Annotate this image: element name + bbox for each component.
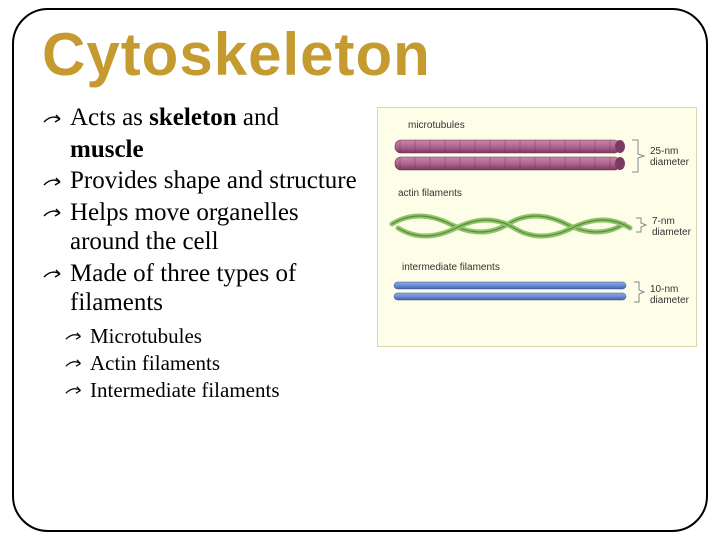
bracket-icon bbox=[634, 216, 650, 234]
bullet-swoosh-icon bbox=[64, 357, 86, 370]
slide-frame: Cytoskeleton Acts as skeleton and muscle… bbox=[12, 8, 708, 532]
bullet-swoosh-icon bbox=[42, 206, 66, 220]
sub-bullet-1: Microtubules bbox=[42, 324, 367, 349]
bullet-item-3: Helps move organelles around the cell bbox=[42, 198, 367, 257]
actin-illustration bbox=[388, 202, 636, 246]
sub-bullet-text: Microtubules bbox=[90, 324, 202, 348]
bullet-list: Acts as skeleton and muscle Provides sha… bbox=[42, 103, 367, 405]
label-intermediate: intermediate filaments bbox=[402, 262, 500, 273]
bullet-item-2: Provides shape and structure bbox=[42, 166, 367, 196]
bullet-swoosh-icon bbox=[42, 175, 66, 189]
bullet-text: Provides shape and structure bbox=[70, 167, 357, 194]
slide-title: Cytoskeleton bbox=[42, 20, 678, 89]
sub-bullet-text: Intermediate filaments bbox=[90, 378, 280, 402]
intermediate-illustration bbox=[390, 278, 634, 306]
bullet-text: Made of three types of filaments bbox=[70, 260, 296, 317]
bullet-text: Acts as skeleton and bbox=[70, 104, 279, 131]
bullet-text: Helps move organelles around the cell bbox=[70, 199, 299, 256]
microtubule-illustration bbox=[390, 136, 630, 176]
label-microtubules: microtubules bbox=[408, 120, 465, 131]
dim-actin: 7-nm diameter bbox=[652, 216, 691, 238]
sub-bullet-2: Actin filaments bbox=[42, 351, 367, 376]
bullet-text-bold: muscle bbox=[70, 136, 144, 163]
bracket-icon bbox=[632, 280, 648, 304]
content-row: Acts as skeleton and muscle Provides sha… bbox=[42, 103, 678, 405]
sub-bullet-text: Actin filaments bbox=[90, 351, 220, 375]
bullet-swoosh-icon bbox=[64, 330, 86, 343]
bullet-item-4: Made of three types of filaments bbox=[42, 259, 367, 318]
filament-diagram: microtubules bbox=[377, 107, 697, 347]
diagram-column: microtubules bbox=[377, 103, 697, 405]
bullet-item-1: Acts as skeleton and bbox=[42, 103, 367, 133]
sub-bullet-list: Microtubules Actin filaments Intermediat… bbox=[42, 324, 367, 404]
bullet-swoosh-icon bbox=[42, 267, 66, 281]
bullet-swoosh-icon bbox=[64, 384, 86, 397]
dim-intermediate: 10-nm diameter bbox=[650, 284, 689, 306]
label-actin: actin filaments bbox=[398, 188, 462, 199]
dim-microtubules: 25-nm diameter bbox=[650, 146, 689, 168]
sub-bullet-3: Intermediate filaments bbox=[42, 378, 367, 403]
bullet-swoosh-icon bbox=[42, 112, 66, 126]
bracket-icon bbox=[630, 138, 648, 174]
bullet-item-1-cont: muscle bbox=[42, 135, 367, 165]
